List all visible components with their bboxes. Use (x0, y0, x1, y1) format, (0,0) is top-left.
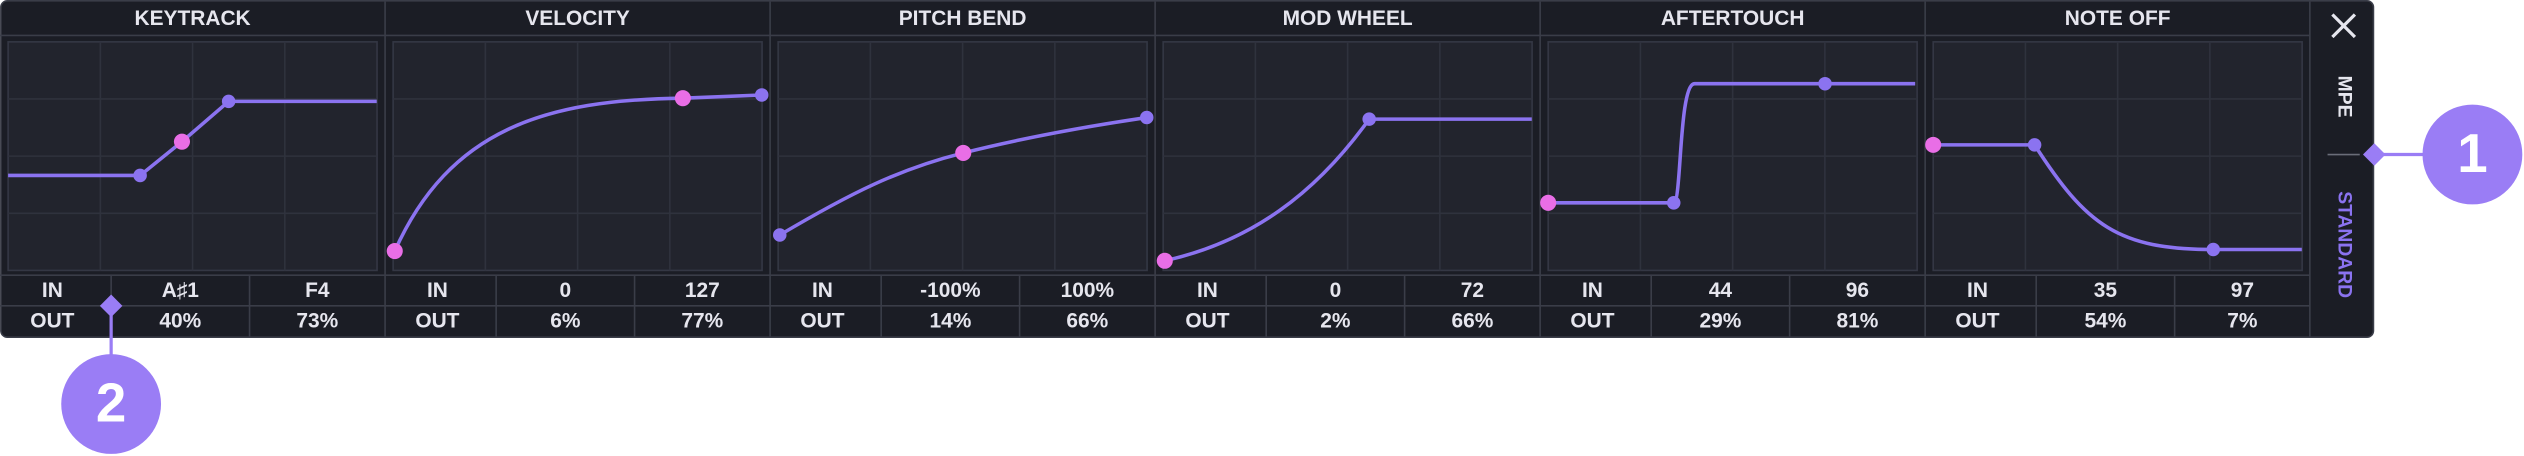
out-label: OUT (415, 309, 459, 332)
curve-line (1933, 143, 2302, 252)
callout-badge (61, 354, 162, 454)
panel-title: AFTERTOUCH (1661, 7, 1805, 30)
in-value[interactable]: 127 (685, 279, 720, 302)
out-label: OUT (1955, 309, 1999, 332)
out-value[interactable]: 40% (159, 309, 201, 332)
curve-handle[interactable] (173, 133, 191, 150)
out-value[interactable]: 7% (2227, 309, 2258, 332)
out-value[interactable]: 54% (2085, 309, 2127, 332)
curve-handle[interactable] (1818, 76, 1832, 91)
in-label: IN (812, 279, 833, 302)
panel-title: NOTE OFF (2065, 7, 2171, 30)
panel-title: VELOCITY (525, 7, 630, 30)
mpe-tab[interactable]: MPE (2334, 76, 2355, 118)
curve[interactable] (8, 94, 377, 183)
curve-handle[interactable] (2027, 138, 2042, 152)
curve[interactable] (386, 88, 769, 260)
in-value[interactable]: 96 (1846, 279, 1869, 302)
curve-handle[interactable] (1156, 252, 1173, 269)
out-value[interactable]: 73% (296, 309, 338, 332)
in-value[interactable]: 44 (1709, 279, 1733, 302)
in-value[interactable]: 0 (1330, 279, 1342, 302)
in-label: IN (42, 279, 63, 302)
in-value[interactable]: 35 (2094, 279, 2118, 302)
panel-title: PITCH BEND (899, 7, 1027, 30)
out-value[interactable]: 6% (550, 309, 581, 332)
callout-number: 1 (2457, 122, 2487, 184)
curve[interactable] (773, 110, 1154, 242)
out-label: OUT (1185, 309, 1229, 332)
standard-tab[interactable]: STANDARD (2334, 191, 2355, 298)
curve-handle[interactable] (674, 90, 691, 107)
curve-handle[interactable] (773, 228, 787, 242)
out-value[interactable]: 29% (1699, 309, 1741, 332)
curve-handle[interactable] (1362, 112, 1376, 126)
callout-badge (2422, 104, 2523, 205)
curve-handle[interactable] (1925, 136, 1942, 153)
out-value[interactable]: 14% (929, 309, 971, 332)
out-label: OUT (30, 309, 74, 332)
close-icon[interactable] (2331, 13, 2357, 39)
in-label: IN (427, 279, 448, 302)
curve[interactable] (1156, 112, 1532, 269)
callout-diamond (99, 294, 123, 318)
in-value[interactable]: A♯1 (162, 279, 200, 302)
curve-handle[interactable] (955, 144, 972, 161)
out-value[interactable]: 2% (1320, 309, 1351, 332)
out-label: OUT (800, 309, 844, 332)
out-value[interactable]: 81% (1836, 309, 1878, 332)
out-value[interactable]: 77% (681, 309, 723, 332)
curve-handle[interactable] (754, 88, 769, 102)
out-label: OUT (1570, 309, 1614, 332)
curve-handle[interactable] (1540, 194, 1557, 211)
panel-title: MOD WHEEL (1283, 7, 1413, 30)
curve[interactable] (1925, 136, 2302, 257)
curve-line (1164, 117, 1532, 263)
curve-handle[interactable] (2206, 242, 2221, 257)
in-value[interactable]: F4 (305, 279, 330, 302)
in-value[interactable]: 72 (1461, 279, 1484, 302)
callout-number: 2 (96, 372, 126, 434)
curve-handle[interactable] (386, 243, 403, 260)
in-value[interactable]: 100% (1061, 279, 1115, 302)
out-value[interactable]: 66% (1066, 309, 1108, 332)
in-value[interactable]: -100% (920, 279, 981, 302)
in-value[interactable]: 0 (560, 279, 572, 302)
panel-title: KEYTRACK (135, 7, 251, 30)
in-label: IN (1197, 279, 1218, 302)
in-value[interactable]: 97 (2231, 279, 2254, 302)
curve-handle[interactable] (133, 168, 147, 183)
in-label: IN (1582, 279, 1603, 302)
curve-handle[interactable] (1666, 196, 1681, 210)
curve-line (393, 93, 762, 252)
curve-handle[interactable] (1139, 110, 1154, 125)
in-label: IN (1967, 279, 1988, 302)
curve[interactable] (1540, 76, 1916, 211)
out-value[interactable]: 66% (1451, 309, 1493, 332)
curve-handle[interactable] (221, 94, 236, 109)
